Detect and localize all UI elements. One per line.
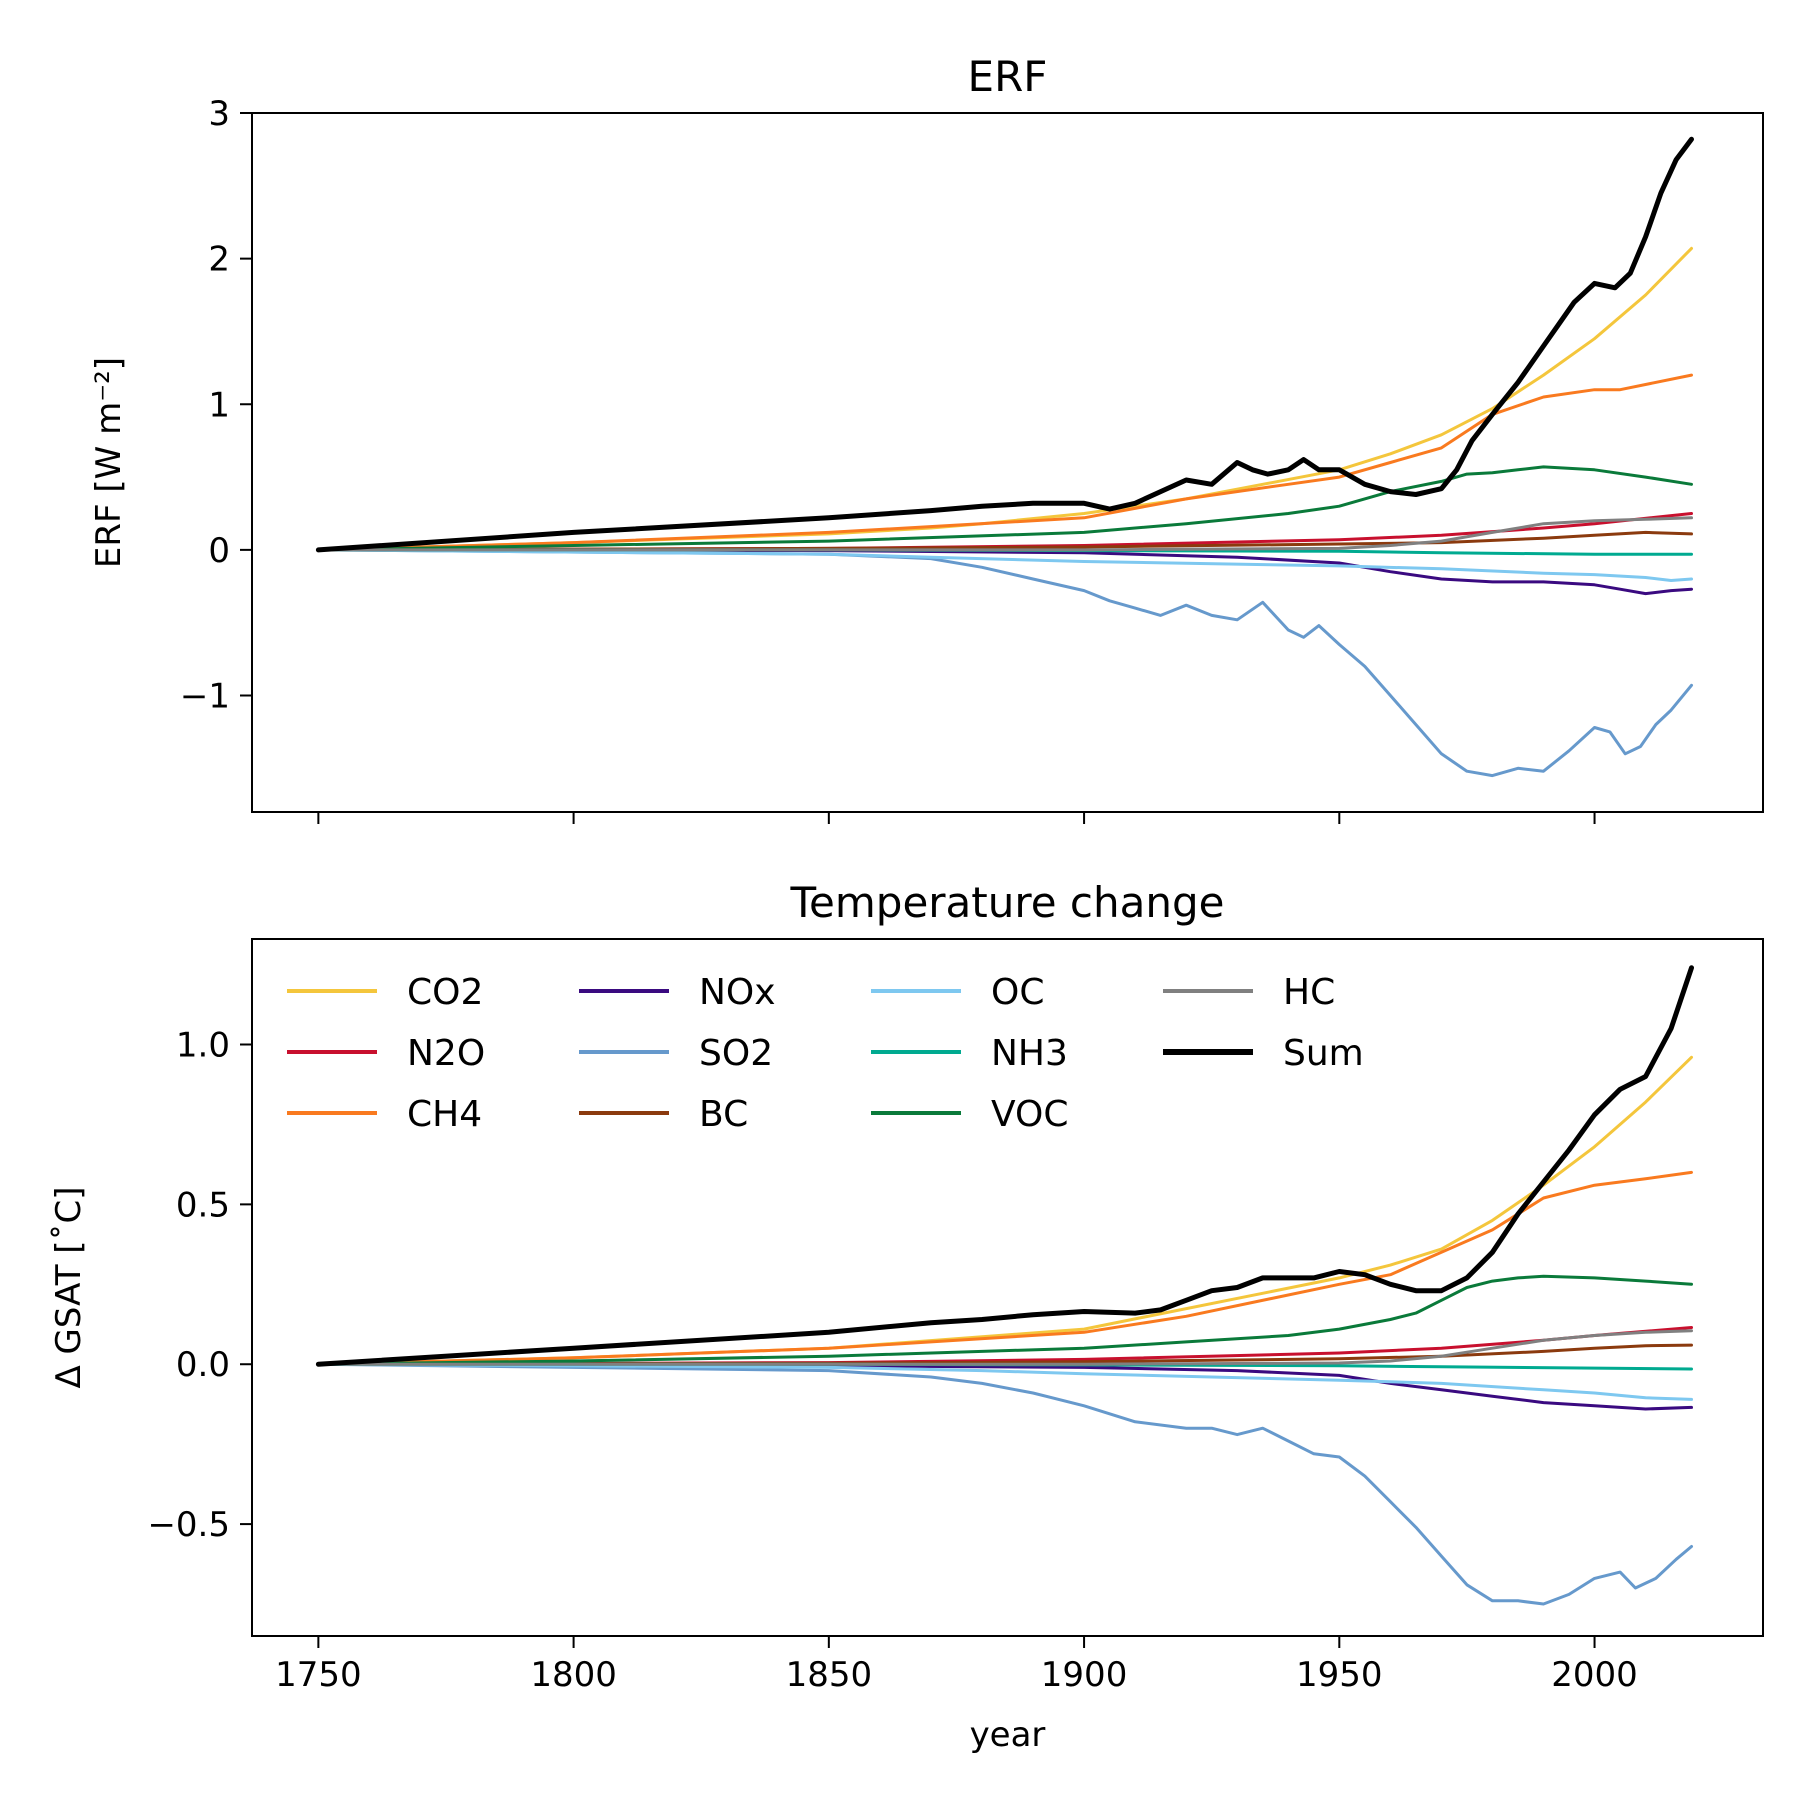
x-tick-label: 1750	[275, 1655, 362, 1695]
series-line-so2	[316, 1362, 1693, 1606]
series-line-nox	[316, 1362, 1693, 1411]
series-line-oc	[316, 548, 1693, 582]
y-tick-label: 1	[208, 385, 230, 425]
y-tick-label: 2	[208, 240, 230, 280]
series-line-voc	[316, 465, 1693, 552]
legend-label-nh3: NH3	[991, 1033, 1068, 1074]
x-tick-label: 1850	[786, 1655, 873, 1695]
y-tick-label: −0.5	[147, 1505, 230, 1545]
legend: CO2 N2O CH4 NOx SO2 BC OC NH3 VOC HC Sum	[287, 972, 1364, 1135]
x-tick-label: 1800	[530, 1655, 617, 1695]
series-line-ch4	[316, 1170, 1693, 1366]
y-tick-label: 3	[208, 94, 230, 134]
legend-label-ch4: CH4	[407, 1094, 482, 1135]
legend-label-n2o: N2O	[407, 1033, 485, 1074]
series-line-ch4	[316, 373, 1693, 552]
series-line-oc	[316, 1362, 1693, 1401]
legend-label-bc: BC	[699, 1094, 748, 1135]
series-lines	[315, 965, 1694, 1606]
series-line-voc	[316, 1274, 1693, 1366]
series-line-sum	[315, 136, 1694, 553]
y-tick-label: 0.5	[176, 1185, 230, 1225]
series-line-hc	[316, 516, 1693, 552]
axes-frame	[251, 938, 1764, 1637]
y-tick-label: 1.0	[176, 1026, 230, 1066]
axes-frame	[251, 112, 1764, 813]
series-line-hc	[316, 1329, 1693, 1366]
y-tick-label: 0.0	[176, 1345, 230, 1385]
x-tick-label: 1900	[1041, 1655, 1128, 1695]
series-line-nox	[316, 548, 1693, 596]
series-line-sum	[315, 965, 1694, 1367]
legend-label-sum: Sum	[1283, 1033, 1364, 1074]
x-tick-label: 1950	[1296, 1655, 1383, 1695]
y-axis-label: ERF [W m⁻²]	[89, 357, 129, 568]
x-tick-label: 2000	[1551, 1655, 1638, 1695]
panel-title: ERF	[968, 52, 1048, 101]
series-lines	[315, 136, 1694, 778]
panel-title: Temperature change	[790, 878, 1225, 927]
legend-label-co2: CO2	[407, 972, 483, 1013]
y-tick-label: 0	[208, 531, 230, 571]
series-line-so2	[316, 548, 1693, 778]
erf-panel: ERF −1 0 1 2 3 ERF [W m⁻²]	[89, 52, 1764, 824]
legend-label-voc: VOC	[991, 1094, 1068, 1135]
y-tick-label: −1	[180, 677, 230, 717]
y-axis-label: Δ GSAT [˚C]	[49, 1186, 89, 1388]
legend-label-nox: NOx	[699, 972, 776, 1013]
legend-label-so2: SO2	[699, 1033, 773, 1074]
temperature-panel: Temperature change 1750 1800 1850 1900 1950 20…	[49, 878, 1764, 1755]
x-axis-label: year	[970, 1715, 1046, 1755]
legend-label-oc: OC	[991, 972, 1044, 1013]
legend-label-hc: HC	[1283, 972, 1335, 1013]
